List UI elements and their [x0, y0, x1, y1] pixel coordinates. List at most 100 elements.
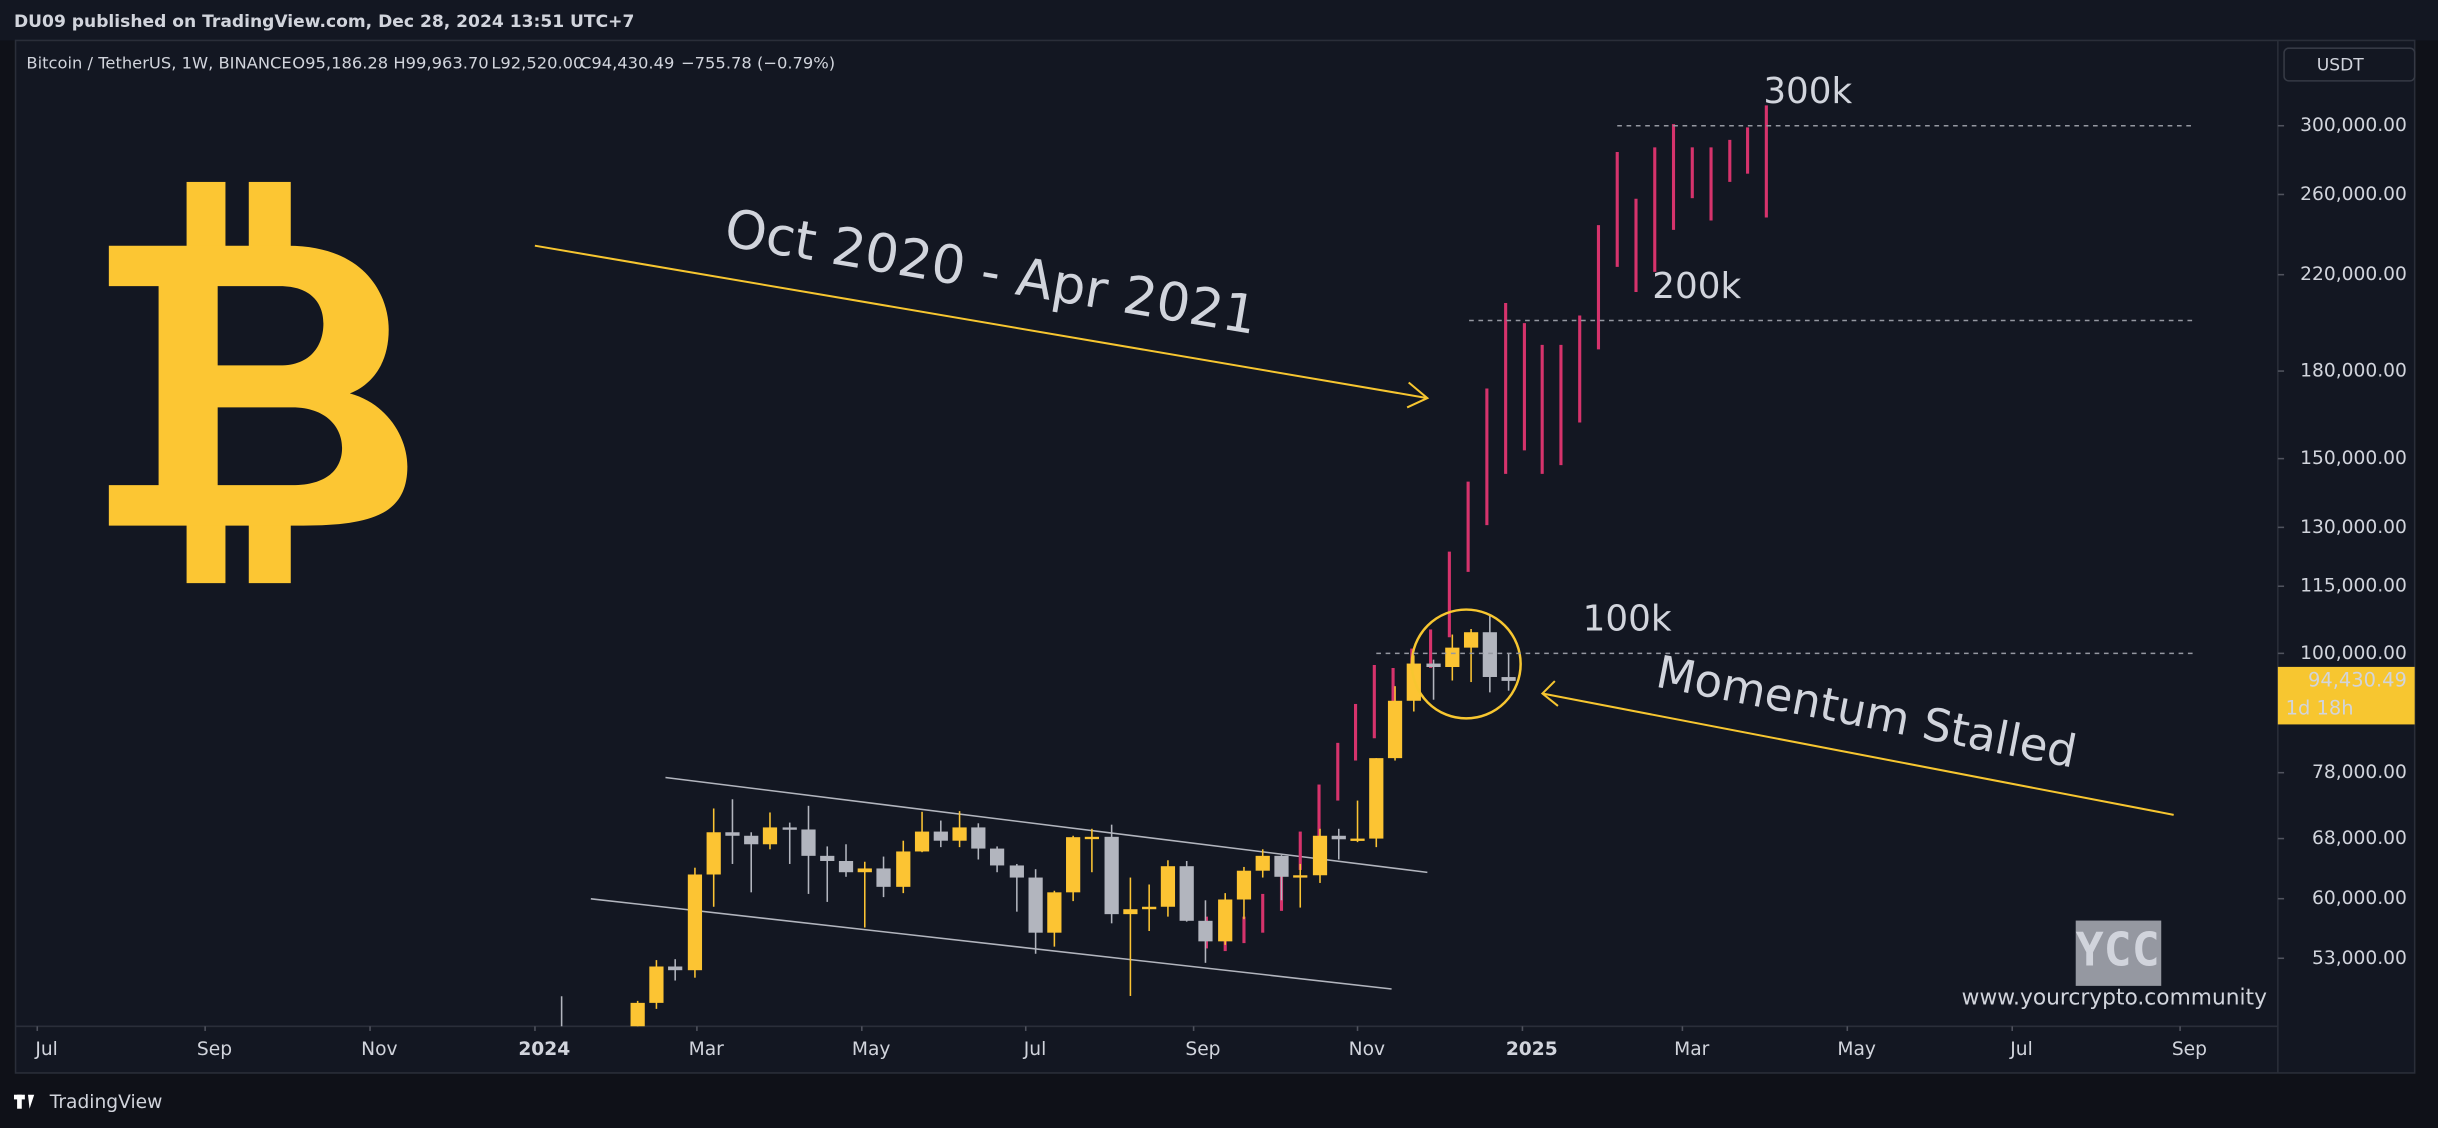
- y-tick-label: 100,000.00: [2300, 643, 2407, 664]
- candle-body: [1236, 870, 1252, 900]
- price-countdown: 1d 18h: [2286, 696, 2354, 719]
- highlight-circle: [1410, 608, 1522, 720]
- level-label: 100k: [1583, 599, 1672, 640]
- plot-area: [560, 105, 1768, 1027]
- candle-body: [1084, 836, 1100, 840]
- candle-body: [1047, 892, 1062, 933]
- legend-value: C94,430.49: [580, 53, 674, 72]
- candle-body: [914, 831, 930, 852]
- candle-body: [762, 827, 778, 845]
- candle-body: [820, 855, 835, 861]
- legend-value: H99,963.70: [393, 53, 488, 72]
- candle-body: [1160, 866, 1176, 907]
- legend-value: O95,186.28: [292, 53, 388, 72]
- price-label: 94,430.49: [2308, 668, 2407, 691]
- legend-symbol: Bitcoin / TetherUS, 1W, BINANCE: [26, 53, 291, 72]
- candle-body: [706, 832, 721, 875]
- currency-button[interactable]: [2283, 47, 2416, 82]
- level-label: 300k: [1763, 71, 1852, 112]
- channel-bottom: [590, 898, 1392, 990]
- candle-body: [1066, 837, 1081, 893]
- x-tick-label: Jul: [1023, 1039, 1046, 1060]
- footer-brand: TradingView: [49, 1092, 163, 1113]
- candle-body: [1009, 865, 1024, 878]
- y-tick-label: 150,000.00: [2300, 448, 2407, 469]
- candle-body: [1369, 758, 1384, 839]
- y-tick-label: 78,000.00: [2312, 762, 2407, 783]
- tv-logo: [13, 1094, 35, 1109]
- candle-body: [971, 827, 986, 849]
- candle-body: [687, 874, 703, 971]
- candle-body: [1198, 920, 1213, 942]
- x-tick-label: Sep: [1185, 1039, 1220, 1060]
- arrow-bottom: [1540, 680, 2174, 816]
- published-text: DU09 published on TradingView.com, Dec 2…: [14, 12, 634, 32]
- candle-body: [649, 966, 664, 1003]
- x-tick-label: Jul: [2009, 1039, 2032, 1060]
- candle-body: [933, 831, 948, 841]
- x-tick-label: 2025: [1506, 1039, 1558, 1060]
- x-tick-label: Nov: [1349, 1039, 1385, 1060]
- bitcoin-logo: [108, 181, 408, 584]
- candle-body: [989, 848, 1005, 866]
- candle-body: [1445, 647, 1460, 668]
- x-tick-label: May: [1837, 1039, 1876, 1060]
- y-tick-label: 260,000.00: [2300, 184, 2407, 205]
- y-tick-label: 300,000.00: [2300, 115, 2407, 136]
- candle-body: [1274, 855, 1289, 877]
- legend-value: L92,520.00: [491, 53, 583, 72]
- candle-body: [1331, 835, 1346, 840]
- y-tick-label: 53,000.00: [2312, 948, 2407, 969]
- legend-value: −755.78 (−0.79%): [681, 53, 835, 72]
- y-tick-label: 68,000.00: [2312, 828, 2407, 849]
- y-tick-label: 60,000.00: [2312, 888, 2407, 909]
- candle-body: [1218, 899, 1233, 942]
- arrow-top: [534, 244, 1430, 409]
- y-tick-label: 220,000.00: [2300, 264, 2407, 285]
- x-tick-label: May: [852, 1039, 891, 1060]
- x-tick-label: Jul: [34, 1039, 57, 1060]
- candle-body: [1501, 677, 1516, 681]
- candle-body: [668, 966, 683, 971]
- x-tick-label: Nov: [361, 1039, 397, 1060]
- watermark-url: www.yourcrypto.community: [1962, 985, 2267, 1010]
- level-label: 200k: [1652, 266, 1741, 307]
- candle-body: [1426, 663, 1441, 668]
- candle-body: [896, 851, 911, 887]
- candle-body: [630, 1002, 645, 1027]
- x-tick-label: Sep: [2172, 1039, 2207, 1060]
- candle-body: [952, 827, 967, 841]
- candle-body: [1255, 855, 1270, 871]
- x-tick-label: Mar: [689, 1039, 725, 1060]
- candle-body: [1463, 632, 1479, 648]
- candle-body: [1482, 632, 1497, 677]
- x-tick-label: 2024: [518, 1039, 570, 1060]
- candle-body: [838, 860, 854, 873]
- y-tick-label: 180,000.00: [2300, 361, 2407, 382]
- candle-body: [1142, 906, 1157, 910]
- y-tick-label: 115,000.00: [2300, 576, 2407, 597]
- candle-body: [1350, 838, 1365, 841]
- y-tick-label: 130,000.00: [2300, 517, 2407, 538]
- candle-body: [725, 832, 740, 836]
- x-tick-label: Sep: [197, 1039, 232, 1060]
- chart-pane: [14, 39, 2416, 1074]
- watermark-logo-box: [2075, 920, 2162, 986]
- candle-body: [1179, 866, 1194, 921]
- header-bar: [0, 0, 2438, 41]
- candle-body: [744, 835, 759, 845]
- candle-body: [1123, 909, 1138, 915]
- watermark-logo: YCC: [2076, 923, 2160, 977]
- candle-body: [1387, 700, 1403, 759]
- candle-body: [1028, 877, 1043, 933]
- x-tick-label: Mar: [1674, 1039, 1710, 1060]
- candle-body: [782, 827, 797, 830]
- candle-body: [1312, 835, 1328, 876]
- candle-body: [1104, 836, 1119, 915]
- candle-body: [1293, 875, 1308, 878]
- candle-body: [857, 868, 872, 873]
- currency-label: USDT: [2317, 55, 2365, 75]
- legend-ohlc: O95,186.28 H99,963.70 L92,520.00C94,430.49…: [292, 53, 835, 72]
- candle-body: [801, 829, 816, 856]
